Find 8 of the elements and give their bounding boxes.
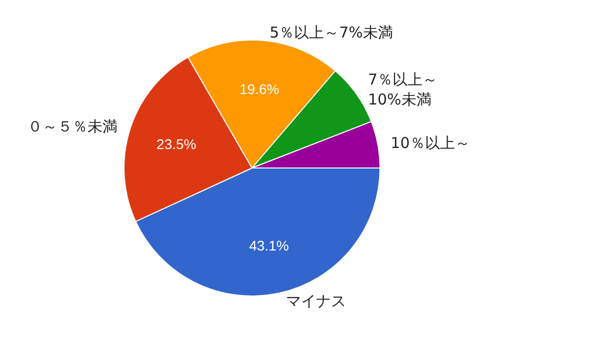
slice-label: マイナス <box>286 292 346 310</box>
data-label: 23.5% <box>156 136 196 152</box>
slice-label: ０～５％未満 <box>27 118 118 136</box>
data-label: 19.6% <box>240 80 280 97</box>
slice-label: 10％以上～ <box>390 134 470 152</box>
data-label: 43.1% <box>249 238 289 254</box>
slice-label: 7％以上～10%未満 <box>368 70 438 108</box>
slice-label: 5％以上～7%未満 <box>270 24 393 42</box>
